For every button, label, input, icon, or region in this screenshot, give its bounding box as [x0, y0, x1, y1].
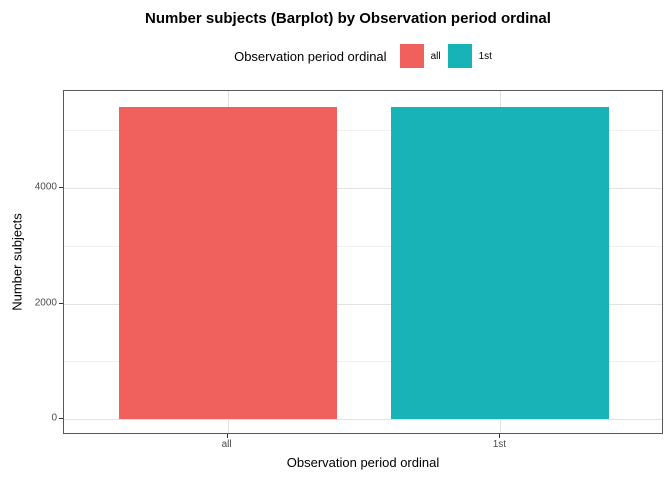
legend-key-1st — [447, 44, 472, 68]
bar-all — [118, 106, 337, 420]
gridline-minor-y-5000 — [64, 129, 662, 131]
x-tick-mark-all — [226, 434, 228, 438]
y-tick-mark-2000 — [59, 302, 63, 304]
legend-items: all 1st — [393, 44, 492, 68]
x-tick-mark-1st — [499, 434, 501, 438]
gridline-major-y-2000 — [64, 303, 662, 305]
gridline-minor-y-3000 — [64, 245, 662, 247]
legend-title: Observation period ordinal — [234, 48, 387, 64]
y-tick-mark-0 — [59, 418, 63, 420]
y-tick-mark-4000 — [59, 186, 63, 188]
x-tick-label-all: all — [221, 439, 232, 450]
legend-item-all: all — [399, 44, 441, 68]
x-axis-title: Observation period ordinal — [286, 455, 440, 470]
legend-label: 1st — [478, 50, 492, 62]
y-tick-label-2000: 2000 — [34, 297, 57, 309]
y-tick-label-4000: 4000 — [34, 181, 57, 193]
gridline-major-y-4000 — [64, 187, 662, 189]
plot-panel — [63, 90, 663, 434]
legend-item-1st: 1st — [447, 44, 492, 68]
legend: Observation period ordinal all 1st — [63, 43, 663, 69]
plot-title: Number subjects (Barplot) by Observation… — [145, 10, 551, 27]
y-tick-label-0: 0 — [51, 412, 57, 424]
y-axis-title: Number subjects — [9, 213, 25, 311]
legend-key-all — [399, 44, 424, 68]
gridline-minor-y-1000 — [64, 361, 662, 363]
legend-label: all — [430, 50, 441, 62]
gridline-major-y-0 — [64, 419, 662, 421]
x-tick-label-1st: 1st — [492, 439, 507, 450]
bar-1st — [391, 106, 610, 420]
